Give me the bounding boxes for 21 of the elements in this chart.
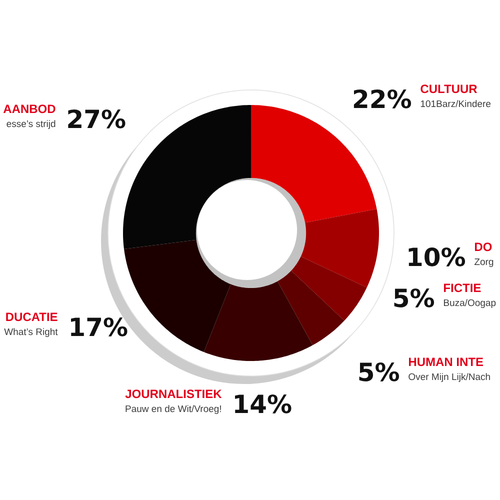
data-label: 17% (71, 317, 128, 336)
slice-label: DUCATIE (6, 312, 58, 322)
data-label: 14% (235, 394, 292, 414)
text: esse’s strijd (6, 120, 56, 129)
slice-label: HUMAN INTE (409, 358, 484, 366)
data-label: 27% (68, 109, 126, 128)
slice-label: AANBOD (3, 104, 56, 114)
slice-label: CULTUUR (420, 84, 478, 94)
data-label: 10% (408, 247, 466, 266)
data-label: 5% (359, 362, 400, 382)
data-label: 5% (394, 288, 434, 308)
slice-label: JOURNALISTIEK (125, 390, 222, 398)
slice-label: DO (475, 242, 492, 252)
text: Buza/Oogap (444, 299, 496, 308)
text: Over Mijn Lijk/Nach (408, 373, 490, 382)
text: Pauw en de Wit/Vroeg! (126, 405, 221, 414)
text: 101Barz/Kindere (420, 100, 491, 108)
text: What’s Right (4, 328, 58, 337)
text: Zorg (474, 258, 494, 267)
data-label: 22% (354, 89, 412, 108)
slice-label: FICTIE (444, 284, 481, 292)
